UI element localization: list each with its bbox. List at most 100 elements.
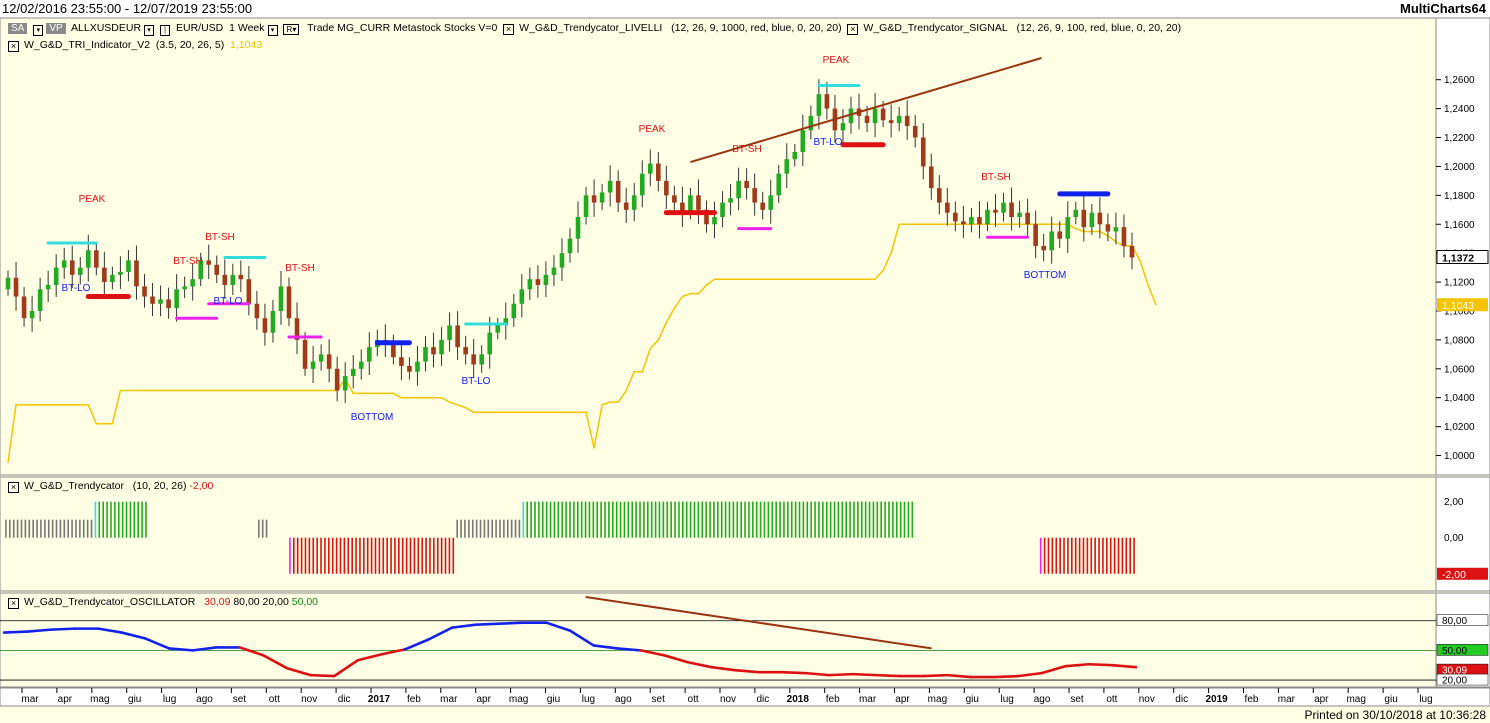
osc-segment — [780, 670, 808, 675]
candle — [1089, 204, 1095, 235]
oscillator-title[interactable]: W_G&D_Trendycator_OSCILLATOR — [24, 596, 196, 608]
study-tri[interactable]: W_G&D_TRI_Indicator_V2 — [24, 39, 151, 51]
candle-body — [1041, 245, 1046, 251]
candle-body — [776, 173, 782, 196]
candle-body — [808, 115, 814, 131]
candle-body — [985, 209, 990, 225]
candle-body — [53, 267, 59, 285]
candle — [366, 332, 372, 376]
candle-body — [182, 286, 187, 290]
candle-body — [928, 166, 934, 189]
candle-body — [953, 212, 958, 222]
candle — [69, 245, 75, 289]
candle-body — [631, 195, 637, 210]
candle — [254, 290, 260, 330]
oscillator-p1: 80,00 — [233, 596, 260, 608]
candle-body — [455, 325, 460, 348]
candle-body — [21, 296, 27, 319]
candle — [527, 267, 533, 300]
x-tick-label: nov — [720, 694, 736, 705]
candle-body — [334, 368, 340, 391]
candle-body — [1097, 212, 1103, 225]
candle — [262, 303, 268, 346]
close-icon[interactable]: × — [847, 24, 859, 35]
close-icon[interactable]: × — [8, 41, 19, 52]
osc-segment — [663, 654, 690, 664]
hist-tick-label: 2,00 — [1444, 497, 1464, 508]
x-tick-label: apr — [895, 694, 910, 705]
osc-segment — [710, 665, 737, 672]
candle — [808, 105, 814, 140]
candle-body — [511, 303, 517, 319]
x-tick-label: lug — [1419, 694, 1432, 705]
trendycator-title[interactable]: W_G&D_Trendycator — [24, 480, 124, 492]
close-icon[interactable]: × — [8, 482, 19, 493]
candle — [350, 355, 356, 389]
candle-body — [575, 217, 581, 239]
chevron-down-icon[interactable]: ▾ — [144, 25, 155, 36]
study-signal[interactable]: W_G&D_Trendycator_SIGNAL — [863, 22, 1008, 34]
chevron-down-icon[interactable]: ▾ — [267, 25, 278, 36]
candle — [776, 165, 782, 204]
candle — [800, 114, 806, 167]
x-tick-label: mag — [1346, 694, 1365, 705]
symbol-name[interactable]: ALLXUSDEUR — [71, 22, 142, 34]
candle-body — [415, 361, 420, 372]
candle — [471, 339, 476, 379]
box-icon[interactable]: | — [160, 25, 171, 36]
candle-body — [977, 217, 982, 225]
candle — [928, 153, 934, 200]
candle-body — [848, 108, 854, 124]
candle — [190, 263, 195, 301]
candle-body — [993, 209, 998, 213]
candle — [230, 263, 236, 296]
osc-segment — [1063, 662, 1091, 668]
candle-body — [896, 115, 902, 124]
candle-body — [1017, 212, 1022, 218]
osc-segment — [450, 623, 477, 629]
oscillator-panel — [0, 592, 1437, 688]
r-button[interactable]: R▾ — [283, 24, 300, 35]
close-icon[interactable]: × — [8, 598, 19, 609]
study-livelli[interactable]: W_G&D_Trendycator_LIVELLI — [519, 22, 663, 34]
candle — [631, 182, 637, 222]
candle — [744, 168, 749, 200]
candle — [423, 336, 428, 372]
candle-body — [647, 163, 653, 174]
candle-body — [1057, 231, 1063, 239]
candle-body — [358, 361, 364, 369]
close-icon[interactable]: × — [503, 24, 515, 35]
candle — [656, 151, 661, 192]
osc-segment — [238, 646, 265, 657]
candle — [1113, 212, 1119, 245]
candle — [158, 285, 163, 317]
osc-segment — [568, 629, 595, 647]
candle — [599, 184, 605, 211]
candle-body — [479, 354, 484, 365]
candle — [294, 302, 300, 355]
interval-label[interactable]: 1 Week — [229, 22, 265, 34]
date-range: 12/02/2016 23:55:00 - 12/07/2019 23:55:0… — [2, 1, 253, 16]
stop-badge — [1437, 298, 1488, 312]
sa-button[interactable]: SA — [8, 23, 28, 34]
price-tick-label: 1,1000 — [1444, 306, 1475, 317]
candle-body — [591, 195, 597, 203]
candle-body — [664, 180, 669, 196]
candle — [543, 261, 549, 298]
osc-badge-label: 50,00 — [1442, 646, 1467, 657]
candle-body — [880, 108, 886, 121]
x-tick-label: lug — [1001, 694, 1014, 705]
candle-body — [326, 354, 332, 369]
candle-body — [310, 361, 316, 369]
price-axis — [1435, 17, 1490, 476]
candle — [672, 185, 677, 212]
vp-button[interactable]: VP — [46, 23, 66, 34]
chevron-down-icon[interactable]: ▾ — [33, 25, 44, 36]
instrument-name: EUR/USD — [175, 22, 224, 34]
oscillator-p2: 20,00 — [262, 596, 289, 608]
candle — [961, 205, 966, 239]
candle — [760, 191, 765, 220]
candle — [61, 247, 67, 279]
osc-segment — [49, 627, 77, 631]
